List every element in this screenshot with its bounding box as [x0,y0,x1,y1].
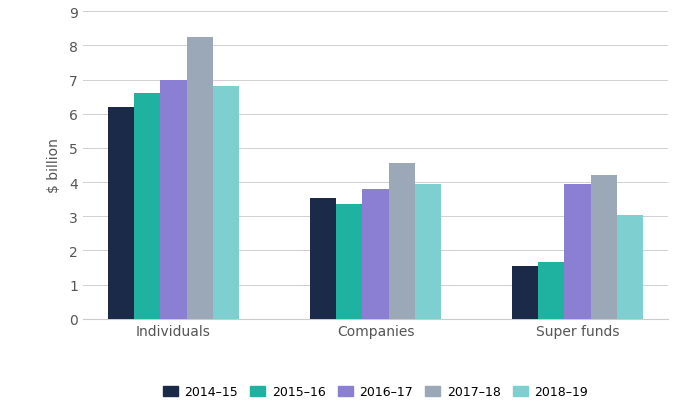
Bar [336,205,362,319]
Bar [617,215,643,319]
Bar [161,81,187,319]
Bar [590,176,617,319]
Bar [389,164,415,319]
Bar [108,108,134,319]
Bar [213,87,239,319]
Bar [564,184,590,319]
Legend: 2014–15, 2015–16, 2016–17, 2017–18, 2018–19: 2014–15, 2015–16, 2016–17, 2017–18, 2018… [158,380,593,403]
Bar [310,198,336,319]
Bar [187,38,213,319]
Bar [415,184,441,319]
Bar [134,94,161,319]
Bar [512,266,538,319]
Y-axis label: $ billion: $ billion [47,138,61,193]
Bar [362,189,389,319]
Bar [538,263,564,319]
